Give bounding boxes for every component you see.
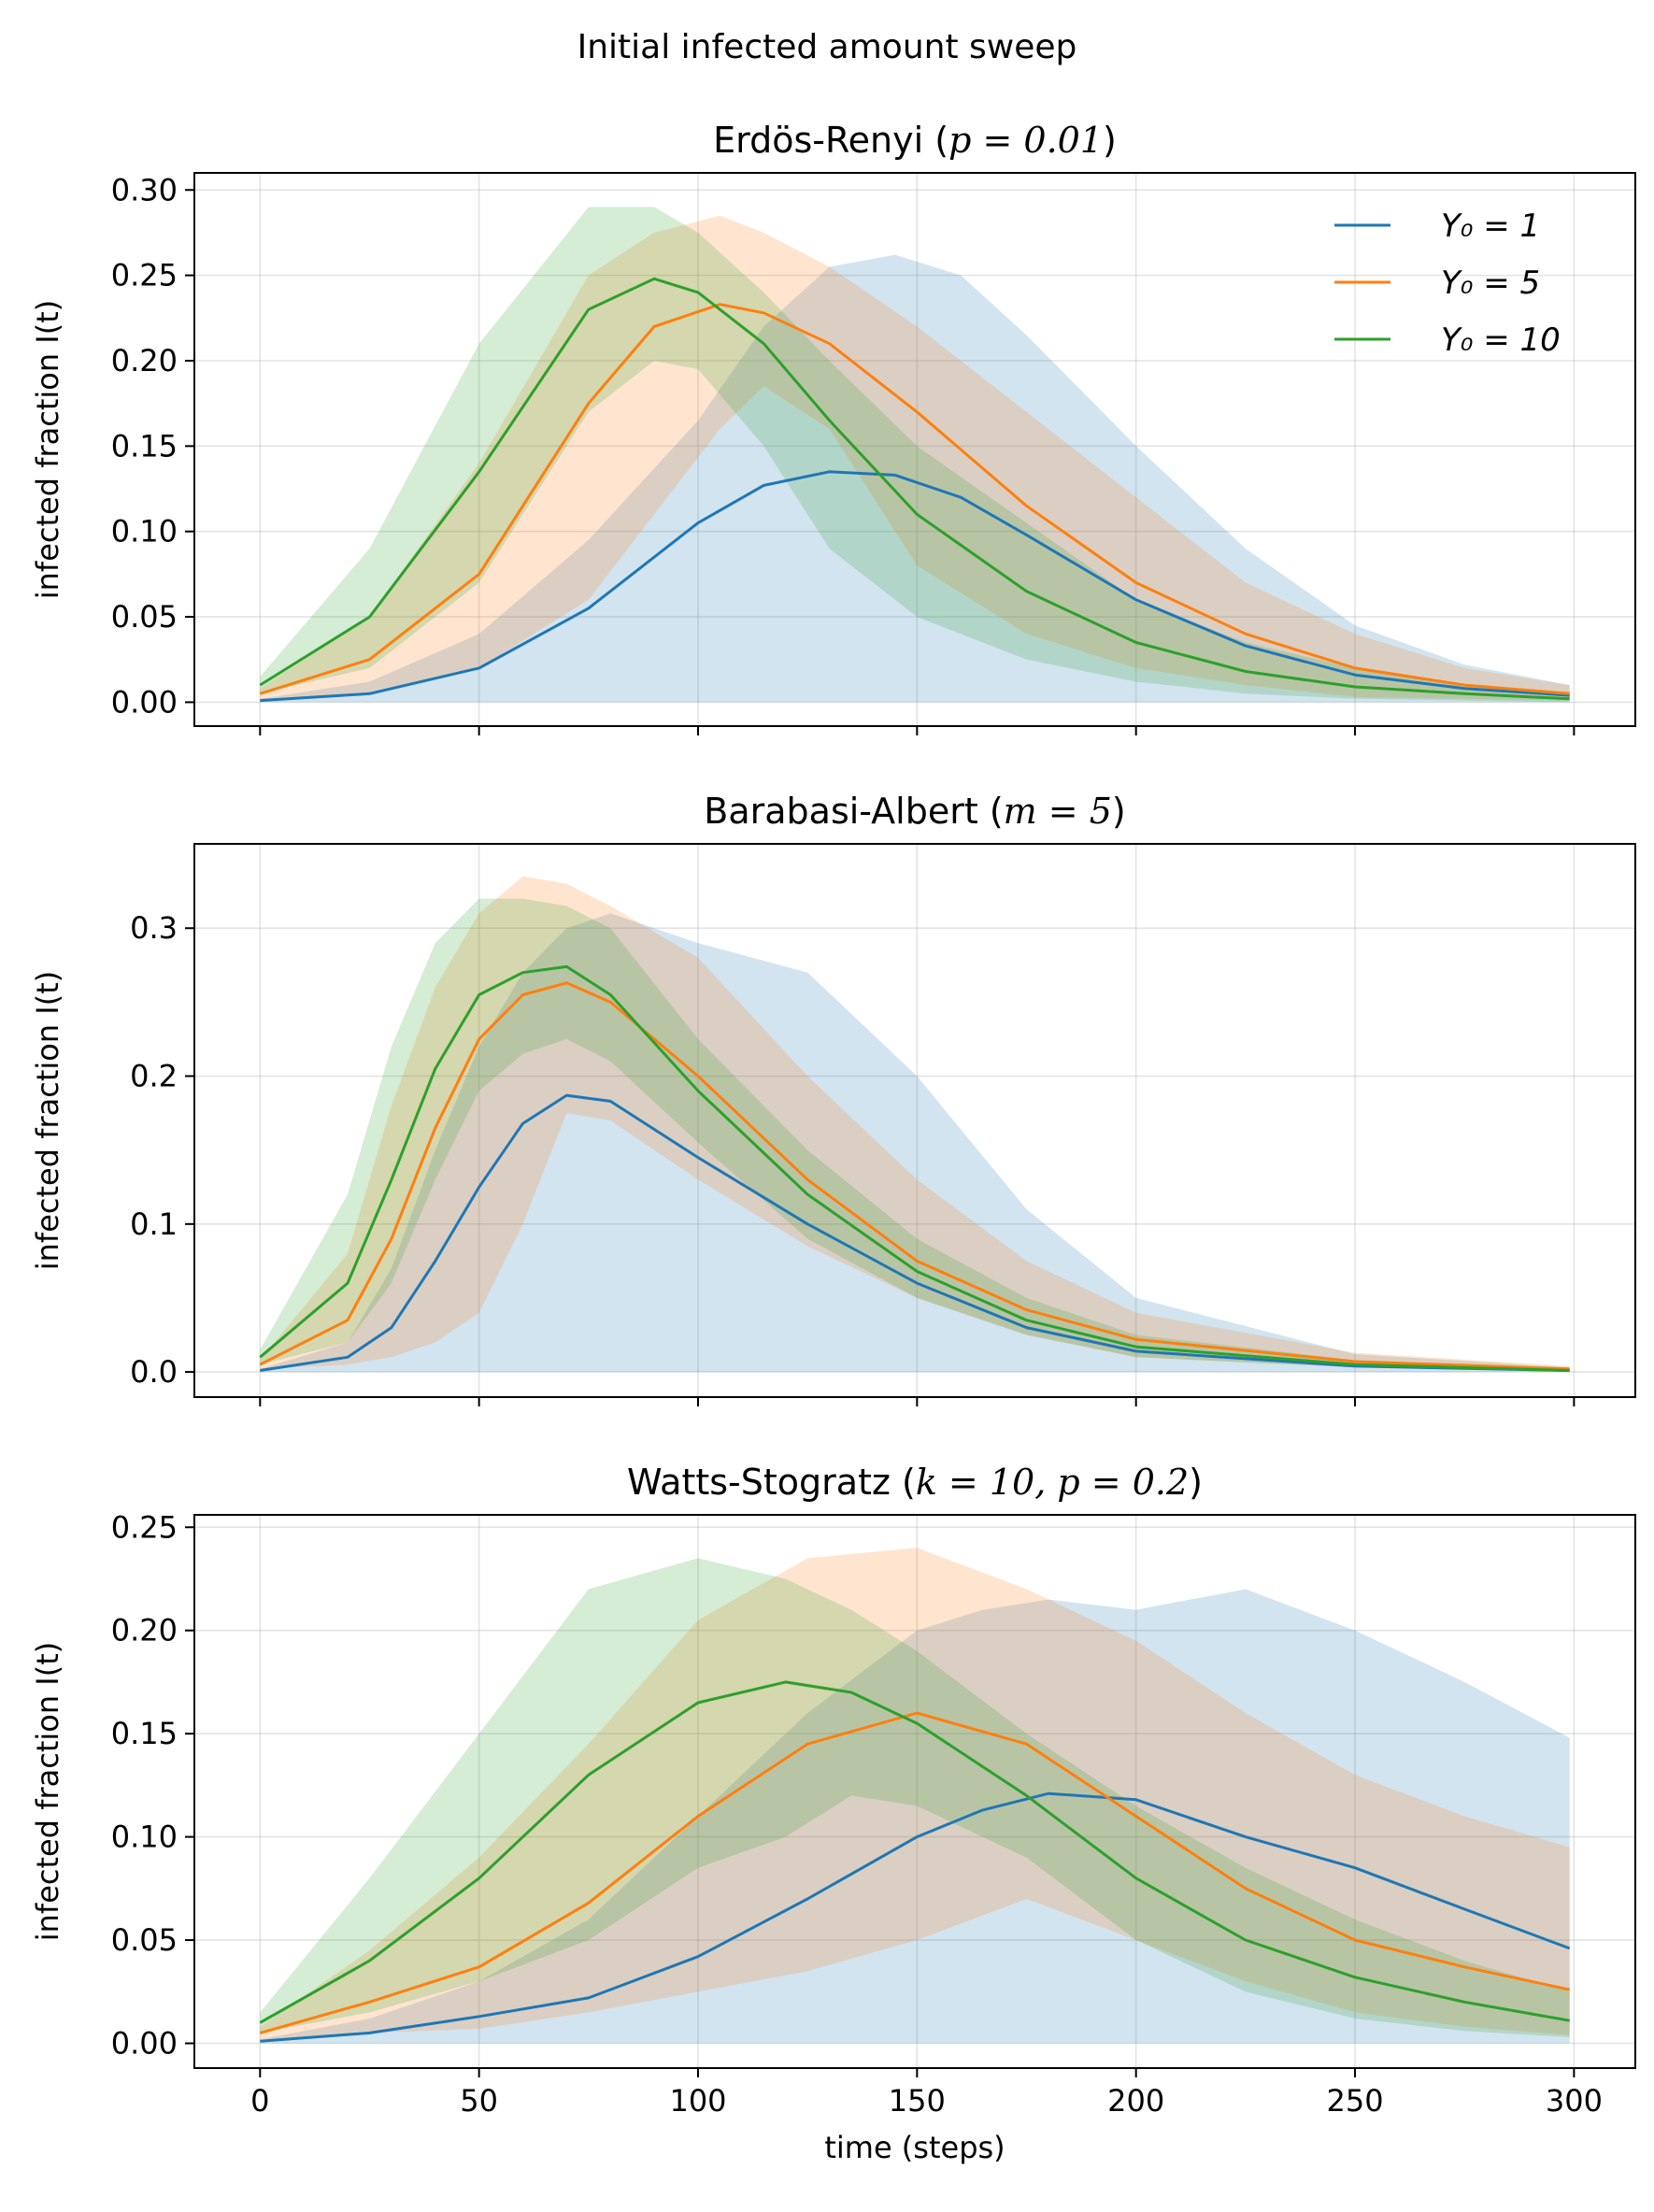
y-tick-label: 0.25 [111,258,178,293]
axes-frame [193,1514,1636,2069]
legend: Y₀ = 1 Y₀ = 5 Y₀ = 10 [1334,207,1561,359]
subplot-1: 0.00 0.05 0.10 0.15 0.20 0.25 0.30 Erdös-Renyi … [30,120,1636,735]
band-series-1 [260,1589,1570,2044]
y-tick-label: 0.30 [111,172,178,207]
y-tick-label: 0.1 [130,1206,178,1242]
y-tick-label: 0.25 [111,1509,178,1545]
subplot-2: 0.0 0.1 0.2 0.3 Barabasi-Albert (m = 5) infec… [30,791,1636,1406]
y-tick-label: 0.00 [111,2025,178,2061]
line-series-3 [259,277,1570,701]
band-series-2 [260,215,1570,701]
band-series-1 [260,913,1570,1373]
legend-entry: Y₀ = 5 [1441,264,1540,302]
subplots-container: 0.000.050.100.150.200.250.30Erdös-Renyi … [30,120,1636,2165]
y-tick-label: 0.10 [111,514,178,549]
line-series-3 [259,964,1570,1372]
y-tick-label: 0.2 [130,1059,178,1094]
y-axis-label: infected fraction I(t) [30,300,65,599]
x-tick-label: 250 [1326,2083,1383,2119]
y-axis-label: infected fraction I(t) [30,1642,65,1941]
plot-area [259,207,1570,703]
subplot-title: Watts-Stogratz (k = 10, p = 0.2) [627,1462,1203,1503]
plot-area [259,876,1570,1373]
x-tick-label: 200 [1107,2083,1164,2119]
axes-frame [193,843,1636,1398]
band-series-2 [260,876,1570,1371]
y-tick-label: 0.0 [130,1354,178,1390]
figure-title: Initial infected amount sweep [577,28,1077,66]
axes-frame [193,172,1636,727]
subplot-title: Barabasi-Albert (m = 5) [704,791,1125,832]
line-series-1 [260,1093,1570,1372]
line-series-3 [259,1680,1570,2024]
x-tick-label: 300 [1546,2083,1603,2119]
x-tick-label: 150 [889,2083,946,2119]
y-tick-label: 0.3 [130,910,178,946]
x-tick-label: 100 [669,2083,726,2119]
line-series-2 [259,303,1570,695]
subplot-title: Erdös-Renyi (p = 0.01) [713,120,1117,161]
subplot-3: 0 50 100 150 200 250 300 0.00 0.05 0.10 0.15 0.20 0.… [30,1462,1636,2165]
y-tick-label: 0.05 [111,1922,178,1958]
y-tick-label: 0.10 [111,1820,178,1855]
y-axis-label: infected fraction I(t) [30,971,65,1270]
legend-entry: Y₀ = 1 [1441,207,1540,245]
line-series-1 [260,1791,1571,2043]
y-tick-label: 0.00 [111,684,178,720]
y-tick-label: 0.20 [111,1613,178,1648]
band-series-3 [260,1558,1570,2037]
band-series-3 [260,898,1570,1373]
y-tick-label: 0.05 [111,599,178,635]
x-tick-label: 0 [250,2083,269,2119]
line-series-2 [259,1711,1571,2034]
x-axis-label: time (steps) [824,2130,1005,2165]
line-series-2 [259,981,1570,1371]
band-series-1 [260,254,1570,703]
x-tick-label: 50 [460,2083,498,2119]
line-series-1 [260,470,1570,703]
y-tick-label: 0.15 [111,1716,178,1751]
plot-area [259,1548,1571,2044]
legend-entry: Y₀ = 10 [1441,321,1561,359]
band-series-2 [260,1548,1570,2040]
y-tick-label: 0.15 [111,428,178,464]
band-series-3 [260,207,1570,703]
y-tick-label: 0.20 [111,343,178,378]
